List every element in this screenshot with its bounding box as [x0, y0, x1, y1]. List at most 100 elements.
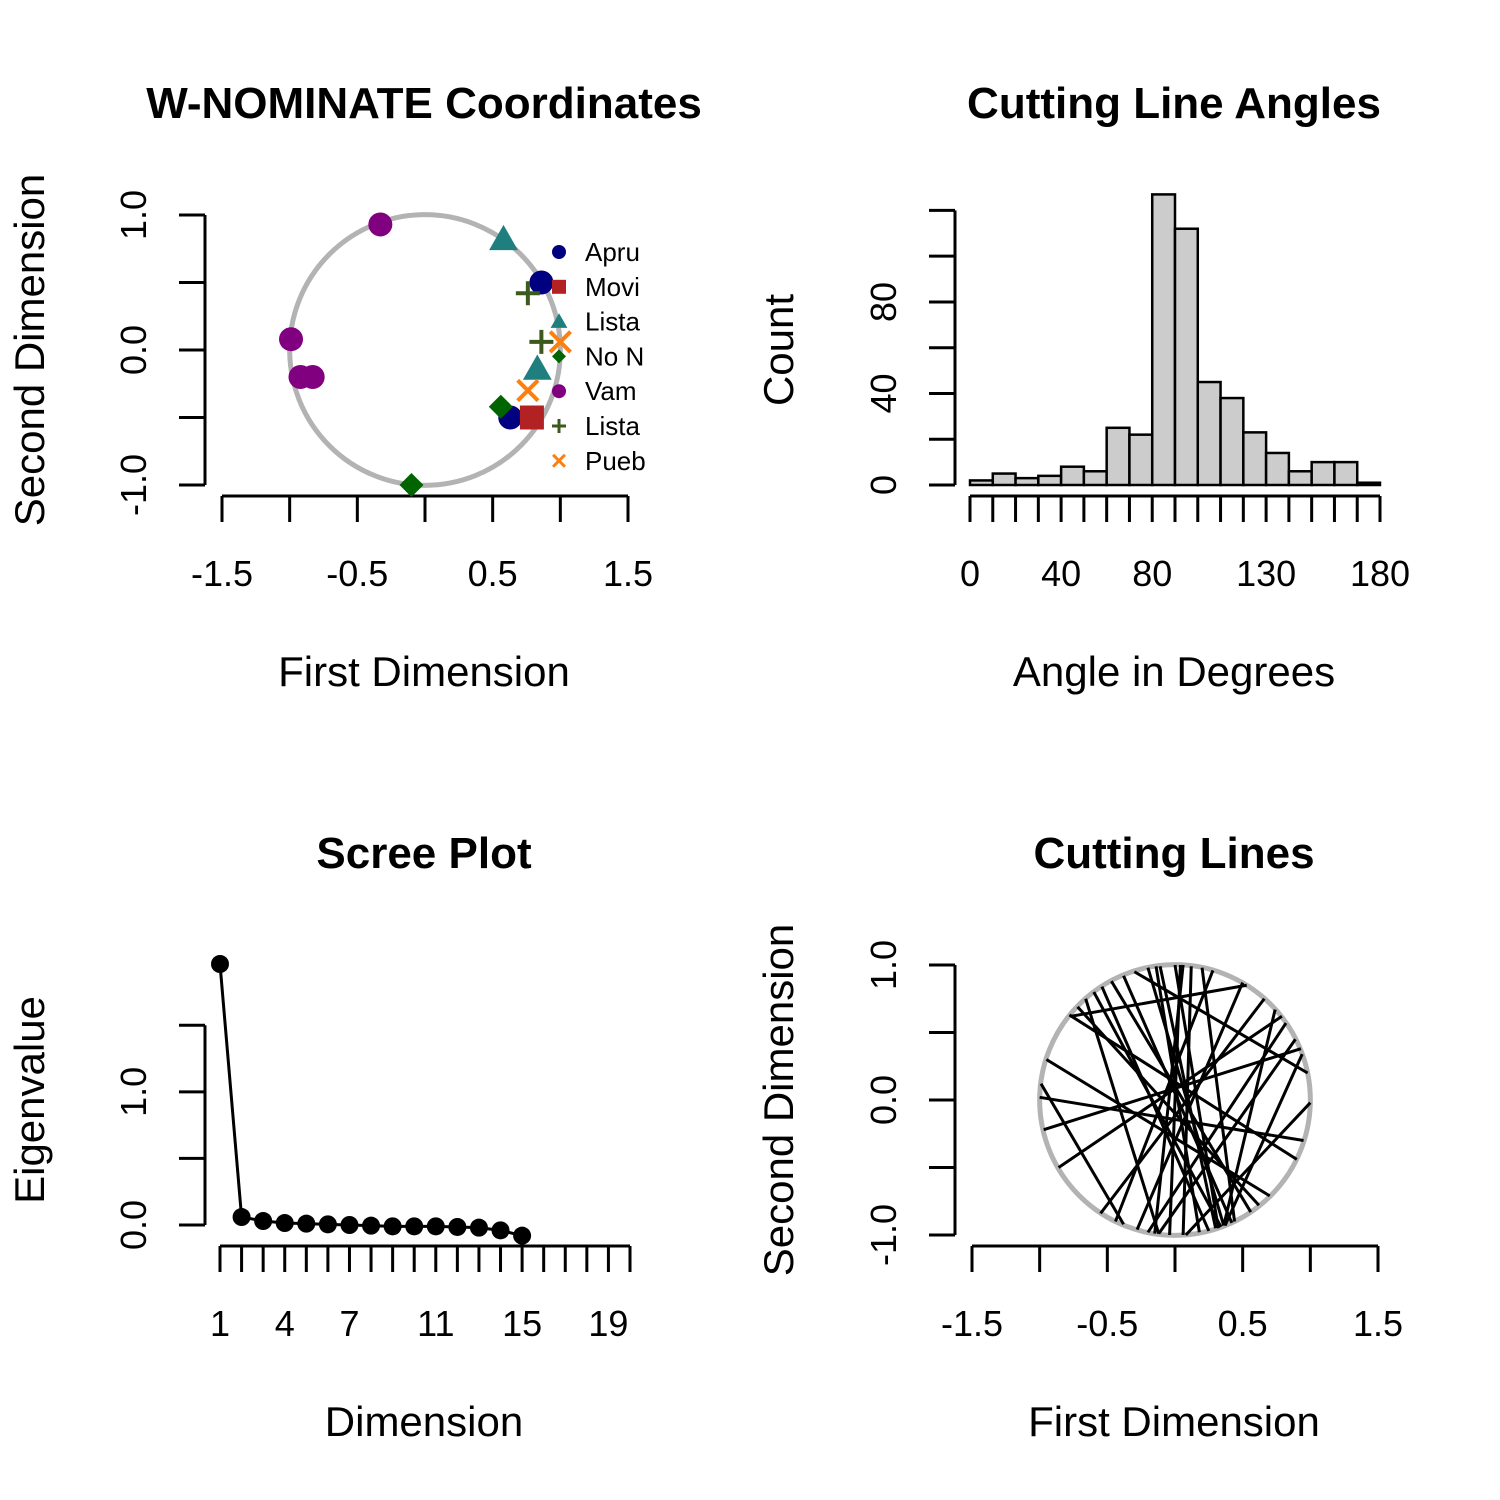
- coords-point: [548, 330, 572, 354]
- cutting-line: [1154, 966, 1201, 1233]
- scree-title: Scree Plot: [316, 829, 532, 878]
- coords-point: [368, 212, 393, 237]
- cutting-line: [1076, 1005, 1261, 1207]
- scree-point: [469, 1218, 488, 1237]
- coords-y-tick-label: 1.0: [113, 190, 154, 240]
- cutting-line: [1222, 1009, 1277, 1226]
- angles-bar: [1082, 470, 1108, 487]
- angles-bar: [1037, 474, 1063, 487]
- angles-ylabel: Count: [755, 294, 802, 406]
- cutting-line: [1168, 964, 1182, 1236]
- coords-x-tick-label: -1.5: [191, 553, 253, 594]
- coords-legend-symbol: [550, 313, 568, 328]
- cutlines-y-tick-label: 0.0: [863, 1075, 904, 1125]
- cutlines-x-tick-label: 1.5: [1353, 1303, 1403, 1344]
- angles-y-tick-label: 80: [863, 282, 904, 322]
- cutlines-x-tick-label: -0.5: [1076, 1303, 1138, 1344]
- scree-point: [405, 1217, 424, 1236]
- angles-bar: [1196, 380, 1222, 487]
- cutting-line: [1114, 969, 1215, 1223]
- cutting-line: [1099, 997, 1266, 1215]
- cutlines-y-tick-label: 1.0: [863, 940, 904, 990]
- coords-point: [522, 354, 552, 380]
- angles-bar: [1333, 460, 1359, 487]
- angles-y-tick-label: 40: [863, 373, 904, 413]
- scree-point: [362, 1216, 381, 1235]
- cutlines-title: Cutting Lines: [1033, 829, 1314, 878]
- cutlines-unit-circle: [1037, 962, 1313, 1238]
- coords-x-tick-label: 0.5: [468, 553, 518, 594]
- coords-legend-symbol: [552, 419, 566, 433]
- angles-x-tick-label: 130: [1236, 553, 1296, 594]
- coords-point: [529, 270, 554, 295]
- angles-bar: [1287, 470, 1313, 487]
- scree-point: [275, 1214, 294, 1233]
- coords-legend-symbol: [551, 453, 567, 468]
- angles-bar: [1355, 481, 1382, 487]
- scree-y-tick-label: 1.0: [113, 1067, 154, 1117]
- coords-unit-circle: [287, 212, 563, 488]
- angles-bar: [1059, 465, 1086, 487]
- cutlines-x-tick-label: -1.5: [941, 1303, 1003, 1344]
- scree-y-tick-label: 0.0: [113, 1200, 154, 1250]
- scree-point: [448, 1217, 467, 1236]
- coords-legend-label: Lista: [585, 307, 640, 337]
- scree-series-line: [218, 963, 523, 1238]
- scree-point: [318, 1215, 337, 1234]
- coords-point: [516, 378, 540, 403]
- scree-point: [340, 1216, 359, 1234]
- scree-point: [383, 1217, 402, 1236]
- angles-bar: [1105, 426, 1131, 487]
- cutting-line: [1157, 1038, 1297, 1235]
- angles-axes: 0 40 80 130 180 0 40 80: [863, 208, 1410, 594]
- cutting-line: [1039, 1095, 1304, 1142]
- coords-legend-symbol: [552, 279, 566, 294]
- coords-point: [488, 394, 513, 419]
- cutting-line: [1184, 1101, 1312, 1237]
- cutlines-axes: -1.5 -0.5 0.5 1.5 -1.0 0.0 1.0: [863, 940, 1403, 1344]
- cutlines-y-tick-label: -1.0: [863, 1204, 904, 1266]
- cutting-line: [1133, 970, 1309, 1075]
- coords-title: W-NOMINATE Coordinates: [146, 79, 702, 128]
- cutlines-ylabel: Second Dimension: [755, 924, 802, 1277]
- scree-point: [513, 1226, 532, 1245]
- coords-point: [489, 224, 518, 251]
- scree-panel: Scree Plot Dimension Eigenvalue 1 4 7 11 15 1…: [6, 829, 632, 1445]
- angles-x-tick-label: 0: [960, 553, 980, 594]
- cutting-line: [1146, 1022, 1288, 1234]
- coords-ylabel: Second Dimension: [6, 174, 53, 527]
- scree-x-tick-label: 19: [588, 1303, 628, 1344]
- scree-axes: 1 4 7 11 15 19 0.0 1.0: [113, 1023, 632, 1344]
- scree-point: [254, 1212, 273, 1231]
- scree-point: [211, 955, 229, 973]
- angles-x-tick-label: 180: [1350, 553, 1410, 594]
- coords-point: [279, 327, 304, 352]
- coords-point: [519, 405, 544, 430]
- angles-bar: [1219, 396, 1245, 487]
- coords-legend-label: Movi: [585, 272, 640, 302]
- angles-bar: [1242, 431, 1268, 487]
- coords-xlabel: First Dimension: [278, 648, 570, 695]
- cutting-line: [1200, 967, 1237, 1222]
- scree-line: [211, 955, 532, 1245]
- angles-bar: [1150, 193, 1177, 487]
- cutting-line: [1084, 998, 1161, 1235]
- cutting-line: [1045, 1058, 1271, 1198]
- coords-point: [300, 365, 325, 389]
- coords-legend-label: No N: [585, 341, 644, 371]
- scree-x-tick-label: 15: [502, 1303, 542, 1344]
- angles-x-tick-label: 80: [1132, 553, 1172, 594]
- scree-x-tick-label: 4: [275, 1303, 295, 1344]
- scree-point: [491, 1221, 510, 1240]
- cutlines-panel: Cutting Lines First Dimension Second Dim…: [755, 829, 1403, 1445]
- coords-x-tick-label: 1.5: [603, 553, 653, 594]
- scree-x-tick-label: 1: [210, 1303, 230, 1344]
- angles-bar: [1014, 476, 1040, 487]
- angles-bar: [968, 479, 995, 487]
- scree-point: [297, 1214, 316, 1233]
- coords-point: [529, 329, 554, 354]
- angles-bar: [991, 472, 1017, 487]
- coords-legend-label: Lista: [585, 411, 640, 441]
- angles-panel: Cutting Line Angles Angle in Degrees Cou…: [755, 79, 1410, 695]
